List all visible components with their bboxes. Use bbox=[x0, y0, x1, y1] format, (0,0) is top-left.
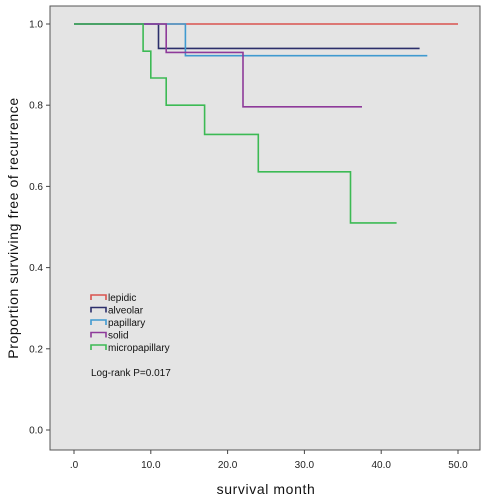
y-tick-label: 0.0 bbox=[29, 426, 43, 437]
log-rank-annotation: Log-rank P=0.017 bbox=[91, 368, 171, 379]
y-axis-title: Proportion surviving free of recurrence bbox=[5, 97, 21, 359]
legend-swatch-micropapillary bbox=[90, 344, 107, 350]
legend-label-alveolar: alveolar bbox=[108, 306, 144, 317]
y-tick-label: 1.0 bbox=[29, 20, 43, 31]
y-axis: 0.0 0.2 0.4 0.6 0.8 1.0 bbox=[29, 20, 50, 437]
legend-label-papillary: papillary bbox=[108, 318, 145, 329]
legend-swatch-alveolar bbox=[90, 306, 107, 313]
legend-label-lepidic: lepidic bbox=[108, 293, 136, 304]
legend-swatch-solid bbox=[90, 331, 107, 338]
x-tick-label: .0 bbox=[70, 460, 79, 471]
y-tick-label: 0.6 bbox=[29, 182, 43, 193]
y-tick-label: 0.8 bbox=[29, 101, 43, 112]
legend-label-solid: solid bbox=[108, 331, 129, 342]
x-axis-title: survival month bbox=[217, 481, 316, 497]
series-line-micropapillary bbox=[74, 23, 397, 224]
x-tick-label: 40.0 bbox=[371, 460, 391, 471]
series-line-solid bbox=[74, 23, 362, 108]
y-tick-label: 0.2 bbox=[29, 344, 43, 355]
x-tick-label: 10.0 bbox=[141, 460, 161, 471]
legend-label-micropapillary: micropapillary bbox=[108, 343, 170, 354]
legend-swatch-papillary bbox=[90, 319, 107, 325]
survival-curves bbox=[74, 23, 458, 224]
x-axis: .0 10.0 20.0 30.0 40.0 50.0 bbox=[70, 450, 468, 471]
x-tick-label: 20.0 bbox=[218, 460, 238, 471]
legend-swatch-lepidic bbox=[90, 294, 107, 300]
x-tick-label: 30.0 bbox=[295, 460, 315, 471]
x-tick-label: 50.0 bbox=[448, 460, 468, 471]
y-tick-label: 0.4 bbox=[29, 263, 43, 274]
plot-area bbox=[49, 5, 481, 451]
